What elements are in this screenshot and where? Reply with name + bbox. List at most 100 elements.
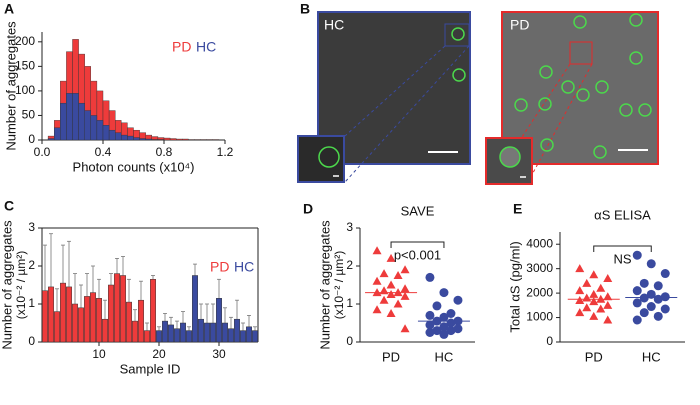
data-point	[372, 288, 382, 297]
panel-letter: C	[4, 198, 14, 214]
y-tick-label: 200	[15, 34, 35, 48]
data-point	[446, 326, 456, 336]
bar	[54, 311, 60, 343]
data-point	[432, 301, 442, 311]
bar	[42, 290, 48, 343]
data-point	[372, 305, 382, 314]
bar	[228, 328, 234, 343]
hc-inset	[297, 135, 345, 183]
x-axis-label: Sample ID	[120, 361, 181, 376]
histogram-bar	[66, 93, 73, 141]
legend-entry: HC	[234, 259, 254, 275]
histogram-bar	[163, 137, 171, 141]
data-point	[632, 286, 642, 296]
data-point	[379, 295, 389, 304]
data-point	[632, 315, 642, 325]
data-point	[589, 297, 599, 306]
bar	[48, 286, 54, 343]
data-point	[603, 273, 613, 282]
annotation: NS	[613, 251, 631, 266]
x-tick-label: 0.0	[34, 145, 51, 159]
bar	[240, 330, 246, 343]
histogram-bar	[139, 138, 146, 141]
bar	[72, 303, 78, 343]
data-point	[400, 265, 410, 274]
legend-entry: HC	[196, 39, 216, 55]
histogram-bar	[84, 110, 91, 141]
data-point	[432, 326, 442, 336]
data-point	[393, 299, 403, 308]
data-point	[446, 318, 456, 328]
chart-title: αS ELISA	[594, 207, 651, 222]
x-tick-label: 0.8	[156, 145, 173, 159]
data-point	[582, 278, 592, 287]
data-point	[453, 324, 463, 334]
data-point	[596, 283, 606, 292]
data-point	[646, 289, 656, 299]
data-point	[425, 272, 435, 282]
histogram-bar	[182, 138, 189, 141]
bar	[156, 330, 162, 343]
data-point	[632, 250, 642, 260]
data-point	[425, 310, 435, 320]
histogram-bar	[102, 125, 110, 141]
y-tick-label: 50	[22, 108, 36, 122]
y-tick-label: 0	[546, 334, 553, 348]
y-axis-unit: (x10⁻² / µm²)	[332, 251, 346, 320]
x-tick-label: 20	[152, 347, 166, 361]
chart-title: SAVE	[401, 203, 435, 218]
data-point	[439, 288, 449, 298]
data-point	[453, 316, 463, 326]
zoom-line	[527, 63, 593, 183]
data-point	[432, 316, 442, 326]
data-point	[439, 312, 449, 322]
data-point	[386, 309, 396, 317]
y-tick-label: 100	[15, 83, 35, 97]
y-tick-label: 3000	[526, 261, 553, 275]
zoom-line	[344, 45, 446, 137]
bar	[168, 324, 174, 343]
y-axis-label: Number of aggregates	[317, 220, 332, 350]
x-tick-label: 10	[92, 347, 106, 361]
data-point	[632, 298, 642, 308]
bracket	[390, 241, 445, 248]
data-point	[446, 309, 456, 318]
bar	[180, 322, 186, 343]
bar	[198, 318, 204, 343]
data-point	[453, 295, 463, 305]
data-point	[400, 324, 410, 333]
panel-letter: E	[513, 201, 522, 217]
panel-letter: D	[303, 201, 313, 217]
data-point	[646, 259, 656, 269]
data-point	[639, 293, 649, 303]
data-point	[386, 253, 396, 262]
y-tick-label: 1	[346, 296, 353, 310]
histogram-bar	[47, 138, 55, 141]
bracket	[593, 245, 652, 252]
bar	[204, 322, 210, 343]
histogram-bar	[133, 137, 140, 141]
spots	[514, 13, 652, 159]
data-point	[386, 290, 396, 298]
panel-letter: B	[300, 1, 310, 17]
bar	[210, 322, 216, 343]
data-point	[372, 276, 382, 285]
bar	[66, 286, 72, 343]
data-point	[603, 300, 613, 309]
data-point	[393, 271, 403, 279]
data-point	[439, 322, 449, 332]
data-point	[589, 270, 599, 279]
bar	[192, 275, 198, 343]
data-point	[372, 246, 382, 255]
data-point	[393, 288, 403, 297]
panel-b: B HC PD	[297, 1, 659, 185]
data-point	[575, 295, 585, 304]
histogram-bar	[90, 115, 98, 141]
bar	[246, 326, 252, 343]
x-tick-label: 0.4	[95, 145, 112, 159]
y-tick-label: 3	[28, 220, 35, 234]
histogram-bar	[114, 132, 122, 141]
y-tick-label: 0	[346, 334, 353, 348]
histogram-bar	[54, 127, 61, 141]
bar	[132, 320, 138, 343]
